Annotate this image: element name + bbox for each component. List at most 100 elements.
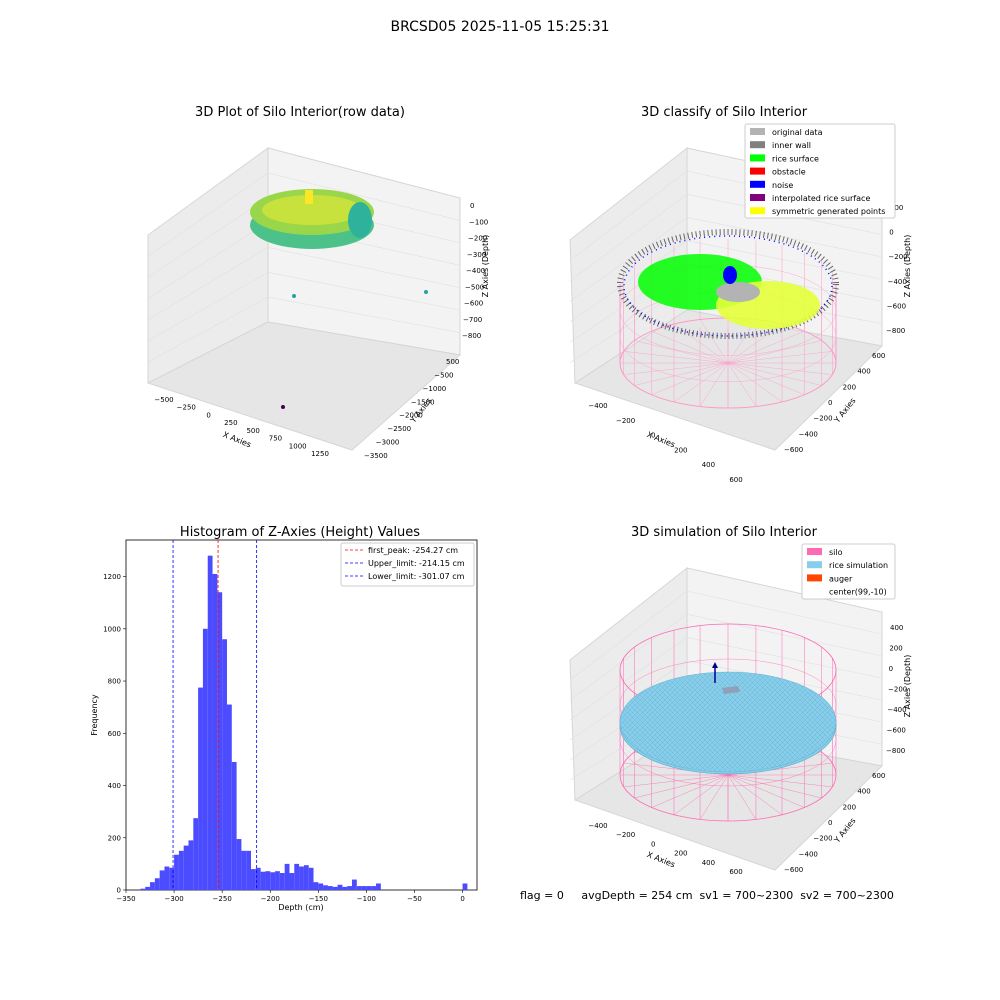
histogram-ylabel: Frequency bbox=[90, 694, 99, 736]
histogram-bar bbox=[313, 882, 319, 890]
raw-cloud-peak bbox=[305, 190, 313, 204]
silo-mesh-spoke bbox=[673, 323, 729, 364]
histogram-xtick-label: −100 bbox=[357, 895, 376, 903]
histogram-bar bbox=[169, 867, 175, 890]
histogram-bar bbox=[275, 871, 280, 890]
histogram-ytick-label: 0 bbox=[117, 887, 121, 895]
raw-back-pane bbox=[267, 147, 461, 356]
classify-noise-ring bbox=[623, 235, 833, 337]
raw-ztick-label: −300 bbox=[467, 251, 486, 259]
grid-line bbox=[147, 272, 269, 341]
raw-outlier-point bbox=[292, 294, 296, 298]
classify-legend-label: noise bbox=[772, 181, 793, 190]
classify-ztick-label: −600 bbox=[887, 302, 906, 310]
silo-mesh-spoke bbox=[651, 330, 729, 364]
classify-title: 3D classify of Silo Interior bbox=[641, 105, 808, 120]
simulation-ytick-label: −600 bbox=[784, 866, 803, 874]
simulation-ytick-label: 200 bbox=[843, 803, 856, 811]
panel-histogram: Histogram of Z-Axies (Height) Values −35… bbox=[90, 525, 478, 912]
grid-line bbox=[267, 247, 461, 289]
raw-tick-labels: −500−250025050075010001250500−500−1000−1… bbox=[154, 202, 488, 460]
histogram-bar bbox=[366, 886, 372, 890]
raw-ztick-label: −400 bbox=[466, 267, 485, 275]
simulation-legend-label: center(99,-10) bbox=[829, 588, 887, 597]
classify-legend-label: symmetric generated points bbox=[772, 207, 885, 216]
raw-ytick-label: −1000 bbox=[423, 385, 447, 393]
raw-ztick-label: −100 bbox=[469, 218, 488, 226]
raw-zlabel: Z Axies (Depth) bbox=[481, 235, 490, 298]
simulation-tick-labels: −400−20002004006006004002000−200−400−600… bbox=[588, 624, 907, 876]
simulation-ztick-label: −200 bbox=[888, 686, 907, 694]
histogram-ytick-label: 800 bbox=[108, 678, 121, 686]
silo-mesh-spoke bbox=[623, 362, 729, 375]
classify-xtick-label: 200 bbox=[674, 446, 687, 454]
histogram-xtick-label: −300 bbox=[164, 895, 183, 903]
histogram-bar bbox=[347, 886, 352, 890]
classify-legend-swatch bbox=[750, 207, 765, 215]
simulation-zlabel: Z Axies (Depth) bbox=[903, 655, 912, 718]
histogram-bar bbox=[260, 871, 266, 890]
raw-ytick-label: 500 bbox=[446, 358, 459, 366]
classify-legend-swatch bbox=[750, 194, 765, 201]
histogram-bar bbox=[308, 867, 314, 890]
classify-legend-label: inner wall bbox=[772, 141, 811, 150]
grid-line bbox=[147, 296, 269, 363]
simulation-ytick-label: −400 bbox=[799, 850, 818, 858]
silo-mesh-spoke bbox=[727, 351, 833, 364]
classify-ytick-label: −600 bbox=[784, 446, 803, 454]
raw-ytick-label: −500 bbox=[434, 371, 453, 379]
grid-line bbox=[569, 194, 688, 282]
raw-xtick-label: 1000 bbox=[289, 442, 307, 450]
raw-xtick-label: −500 bbox=[154, 396, 173, 404]
classify-legend-swatch bbox=[750, 167, 765, 175]
grid-line bbox=[569, 170, 688, 261]
raw-ytick-label: −2500 bbox=[387, 425, 411, 433]
raw-xtick-label: 0 bbox=[206, 411, 210, 419]
raw-point-cloud bbox=[250, 189, 428, 409]
grid-line bbox=[569, 240, 688, 322]
silo-mesh-spoke bbox=[673, 774, 729, 815]
raw-cloud-surface bbox=[262, 195, 362, 225]
classify-ylabel: Y Axies bbox=[832, 396, 858, 425]
histogram-bar bbox=[154, 878, 160, 890]
histogram-vlines bbox=[172, 540, 258, 890]
raw-xtick-label: 750 bbox=[269, 435, 282, 443]
simulation-legend: silo rice simulation auger center(99,-10) bbox=[801, 543, 896, 600]
silo-mesh-spoke bbox=[727, 340, 822, 364]
histogram-bar bbox=[178, 850, 184, 890]
classify-ytick-label: 200 bbox=[843, 383, 856, 391]
histogram-bar bbox=[217, 592, 223, 890]
simulation-legend-label: auger bbox=[829, 574, 853, 583]
grid-line bbox=[267, 172, 461, 221]
classify-point-cloud bbox=[617, 229, 839, 339]
classify-legend-swatch bbox=[750, 154, 765, 162]
histogram-bar bbox=[193, 818, 199, 890]
histogram-bar bbox=[462, 883, 468, 890]
classify-tick-labels: −400−20002004006006004002000−200−400−600… bbox=[588, 204, 907, 484]
silo-mesh-spoke bbox=[727, 774, 757, 820]
simulation-ytick-label: 600 bbox=[872, 772, 885, 780]
histogram-bar bbox=[342, 886, 348, 890]
simulation-ztick-label: −400 bbox=[887, 706, 906, 714]
histogram-bar bbox=[140, 888, 146, 890]
grid-line bbox=[686, 613, 883, 657]
classify-xtick-label: 600 bbox=[729, 476, 742, 484]
histogram-ytick-label: 400 bbox=[108, 782, 121, 790]
raw-ytick-label: −1500 bbox=[411, 398, 435, 406]
classify-ztick-label: −400 bbox=[888, 278, 907, 286]
classify-ytick-label: 400 bbox=[857, 368, 870, 376]
histogram-bar bbox=[202, 628, 208, 890]
histogram-bar bbox=[231, 762, 237, 890]
raw-ztick-label: −500 bbox=[465, 283, 484, 291]
histogram-bar bbox=[174, 854, 179, 890]
histogram-xtick-label: −350 bbox=[116, 895, 135, 903]
raw-ztick-label: 0 bbox=[470, 202, 474, 210]
raw-xtick-label: 250 bbox=[224, 419, 237, 427]
histogram-bar bbox=[284, 863, 290, 890]
grid-line bbox=[147, 172, 269, 257]
classify-xtick-label: −400 bbox=[588, 402, 607, 410]
raw-xtick-label: 500 bbox=[246, 427, 259, 435]
classify-legend-box bbox=[744, 123, 896, 219]
silo-mesh-spoke bbox=[727, 330, 805, 364]
classify-original-points bbox=[716, 282, 760, 302]
